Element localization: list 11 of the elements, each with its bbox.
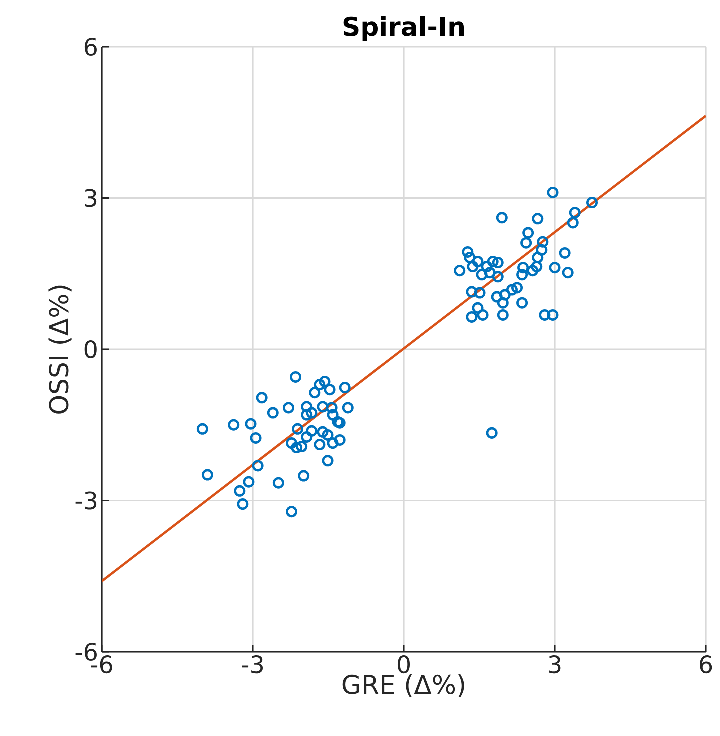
x-tick-label: -3 bbox=[242, 656, 264, 674]
y-tick-label: 3 bbox=[85, 189, 97, 208]
y-tick-label: 6 bbox=[84, 38, 97, 56]
x-tick-label: 3 bbox=[549, 656, 561, 674]
chart-title: Spiral-In bbox=[344, 16, 464, 42]
x-tick-label: 0 bbox=[398, 656, 410, 674]
y-tick-label: -3 bbox=[76, 492, 97, 510]
x-tick-label: 6 bbox=[700, 656, 712, 674]
x-axis-title: GRE (Δ%) bbox=[342, 674, 464, 698]
y-axis-title: OSSI (Δ%) bbox=[48, 286, 72, 414]
y-tick-label: 0 bbox=[84, 340, 97, 359]
